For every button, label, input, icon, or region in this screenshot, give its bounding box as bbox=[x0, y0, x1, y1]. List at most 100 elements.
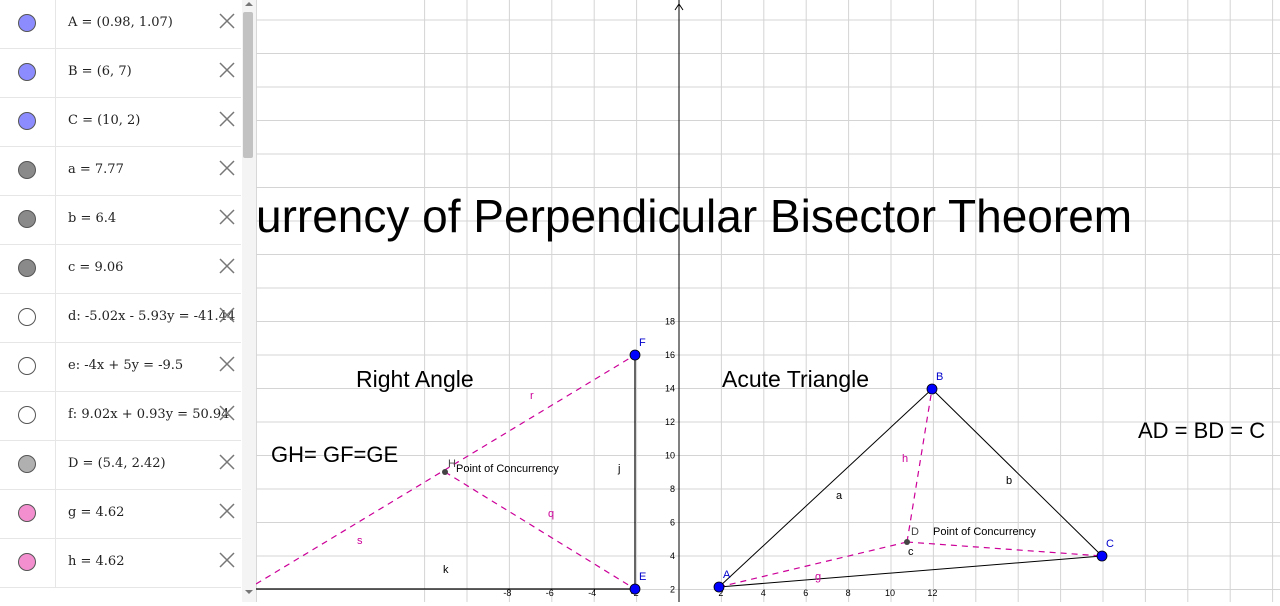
label-b: b bbox=[1006, 475, 1012, 487]
row-gutter bbox=[0, 0, 56, 48]
y-tick-label: 2 bbox=[670, 585, 675, 595]
visibility-toggle[interactable] bbox=[18, 308, 36, 326]
algebra-item-text[interactable]: a = 7.77 bbox=[68, 162, 124, 177]
delete-icon[interactable] bbox=[218, 257, 236, 275]
row-gutter bbox=[0, 49, 56, 97]
y-tick-label: 6 bbox=[670, 518, 675, 528]
right-angle-label[interactable]: Right Angle bbox=[356, 366, 474, 392]
grid-lines bbox=[256, 0, 1280, 602]
label-k: k bbox=[443, 564, 449, 576]
x-tick-label: 2 bbox=[718, 588, 723, 598]
delete-icon[interactable] bbox=[218, 61, 236, 79]
row-gutter bbox=[0, 392, 56, 440]
row-gutter bbox=[0, 343, 56, 391]
label-B: B bbox=[936, 371, 943, 383]
algebra-row[interactable]: f: 9.02x + 0.93y = 50.94 bbox=[0, 392, 241, 441]
algebra-row[interactable]: e: -4x + 5y = -9.5 bbox=[0, 343, 241, 392]
label-F: F bbox=[639, 337, 646, 349]
delete-icon[interactable] bbox=[218, 110, 236, 128]
point-E[interactable] bbox=[629, 583, 641, 595]
algebra-row[interactable]: A = (0.98, 1.07) bbox=[0, 0, 241, 49]
y-axis-arrow-icon bbox=[674, 3, 684, 11]
delete-icon[interactable] bbox=[218, 159, 236, 177]
row-gutter bbox=[0, 98, 56, 146]
label-g: g bbox=[815, 571, 821, 583]
algebra-item-text[interactable]: c = 9.06 bbox=[68, 260, 124, 275]
graphics-view[interactable]: -8-6-4-22468101224681012141618 F E H bbox=[255, 0, 1280, 602]
point-F[interactable] bbox=[629, 349, 641, 361]
y-tick-label: 16 bbox=[665, 350, 675, 360]
ad-equality-text[interactable]: AD = BD = C bbox=[1138, 418, 1265, 443]
algebra-item-text[interactable]: D = (5.4, 2.42) bbox=[68, 456, 166, 471]
delete-icon[interactable] bbox=[218, 453, 236, 471]
x-tick-label: 8 bbox=[846, 588, 851, 598]
segment-q bbox=[444, 471, 636, 590]
scroll-up-arrow-icon[interactable] bbox=[244, 0, 254, 8]
x-tick-label: 12 bbox=[927, 588, 937, 598]
algebra-view: A = (0.98, 1.07) B = (6, 7) C = (10, 2) a =… bbox=[0, 0, 257, 602]
visibility-toggle[interactable] bbox=[18, 210, 36, 228]
algebra-item-text[interactable]: A = (0.98, 1.07) bbox=[68, 15, 173, 30]
title-text[interactable]: urrency of Perpendicular Bisector Theore… bbox=[256, 190, 1132, 242]
algebra-row[interactable]: g = 4.62 bbox=[0, 490, 241, 539]
delete-icon[interactable] bbox=[218, 208, 236, 226]
algebra-scrollbar-thumb[interactable] bbox=[243, 12, 253, 158]
poc-label-right[interactable]: Point of Concurrency bbox=[456, 463, 559, 475]
visibility-toggle[interactable] bbox=[18, 357, 36, 375]
algebra-row[interactable]: c = 9.06 bbox=[0, 245, 241, 294]
algebra-item-text[interactable]: g = 4.62 bbox=[68, 505, 125, 520]
y-tick-label: 18 bbox=[665, 317, 675, 327]
point-A[interactable] bbox=[713, 581, 725, 593]
visibility-toggle[interactable] bbox=[18, 259, 36, 277]
point-B[interactable] bbox=[926, 383, 938, 395]
algebra-item-text[interactable]: h = 4.62 bbox=[68, 554, 125, 569]
poc-label-acute[interactable]: Point of Concurrency bbox=[933, 526, 1036, 538]
visibility-toggle[interactable] bbox=[18, 14, 36, 32]
point-C[interactable] bbox=[1096, 550, 1108, 562]
visibility-toggle[interactable] bbox=[18, 553, 36, 571]
algebra-item-text[interactable]: B = (6, 7) bbox=[68, 64, 132, 79]
point-H[interactable] bbox=[442, 469, 448, 475]
label-a: a bbox=[836, 490, 843, 502]
visibility-toggle[interactable] bbox=[18, 161, 36, 179]
visibility-toggle[interactable] bbox=[18, 455, 36, 473]
algebra-item-text[interactable]: C = (10, 2) bbox=[68, 113, 141, 128]
algebra-row[interactable]: h = 4.62 bbox=[0, 539, 241, 588]
visibility-toggle[interactable] bbox=[18, 63, 36, 81]
algebra-row[interactable]: b = 6.4 bbox=[0, 196, 241, 245]
algebra-item-text[interactable]: e: -4x + 5y = -9.5 bbox=[68, 358, 184, 373]
algebra-item-text[interactable]: f: 9.02x + 0.93y = 50.94 bbox=[68, 407, 230, 422]
x-tick-label: -8 bbox=[503, 588, 511, 598]
x-tick-label: 6 bbox=[803, 588, 808, 598]
delete-icon[interactable] bbox=[218, 502, 236, 520]
scroll-down-arrow-icon[interactable] bbox=[244, 588, 254, 596]
algebra-item-text[interactable]: b = 6.4 bbox=[68, 211, 117, 226]
label-h: h bbox=[902, 453, 908, 465]
visibility-toggle[interactable] bbox=[18, 112, 36, 130]
algebra-row[interactable]: C = (10, 2) bbox=[0, 98, 241, 147]
acute-triangle-label[interactable]: Acute Triangle bbox=[722, 366, 869, 392]
row-gutter bbox=[0, 441, 56, 489]
algebra-row[interactable]: D = (5.4, 2.42) bbox=[0, 441, 241, 490]
row-gutter bbox=[0, 147, 56, 195]
algebra-item-text[interactable]: d: -5.02x - 5.93y = -41.44 bbox=[68, 309, 236, 324]
gh-equality-text[interactable]: GH= GF=GE bbox=[271, 442, 398, 467]
label-H: H bbox=[448, 458, 456, 470]
algebra-row[interactable]: d: -5.02x - 5.93y = -41.44 bbox=[0, 294, 241, 343]
visibility-toggle[interactable] bbox=[18, 406, 36, 424]
segment-dc bbox=[906, 541, 1103, 557]
row-gutter bbox=[0, 539, 56, 587]
segment-c bbox=[718, 555, 1103, 588]
delete-icon[interactable] bbox=[218, 355, 236, 373]
label-c: c bbox=[908, 546, 914, 558]
delete-icon[interactable] bbox=[218, 404, 236, 422]
delete-icon[interactable] bbox=[218, 551, 236, 569]
visibility-toggle[interactable] bbox=[18, 504, 36, 522]
x-tick-label: 4 bbox=[761, 588, 766, 598]
x-tick-label: -6 bbox=[546, 588, 554, 598]
algebra-row[interactable]: B = (6, 7) bbox=[0, 49, 241, 98]
delete-icon[interactable] bbox=[218, 12, 236, 30]
point-D[interactable] bbox=[904, 539, 910, 545]
algebra-row[interactable]: a = 7.77 bbox=[0, 147, 241, 196]
delete-icon[interactable] bbox=[218, 306, 236, 324]
